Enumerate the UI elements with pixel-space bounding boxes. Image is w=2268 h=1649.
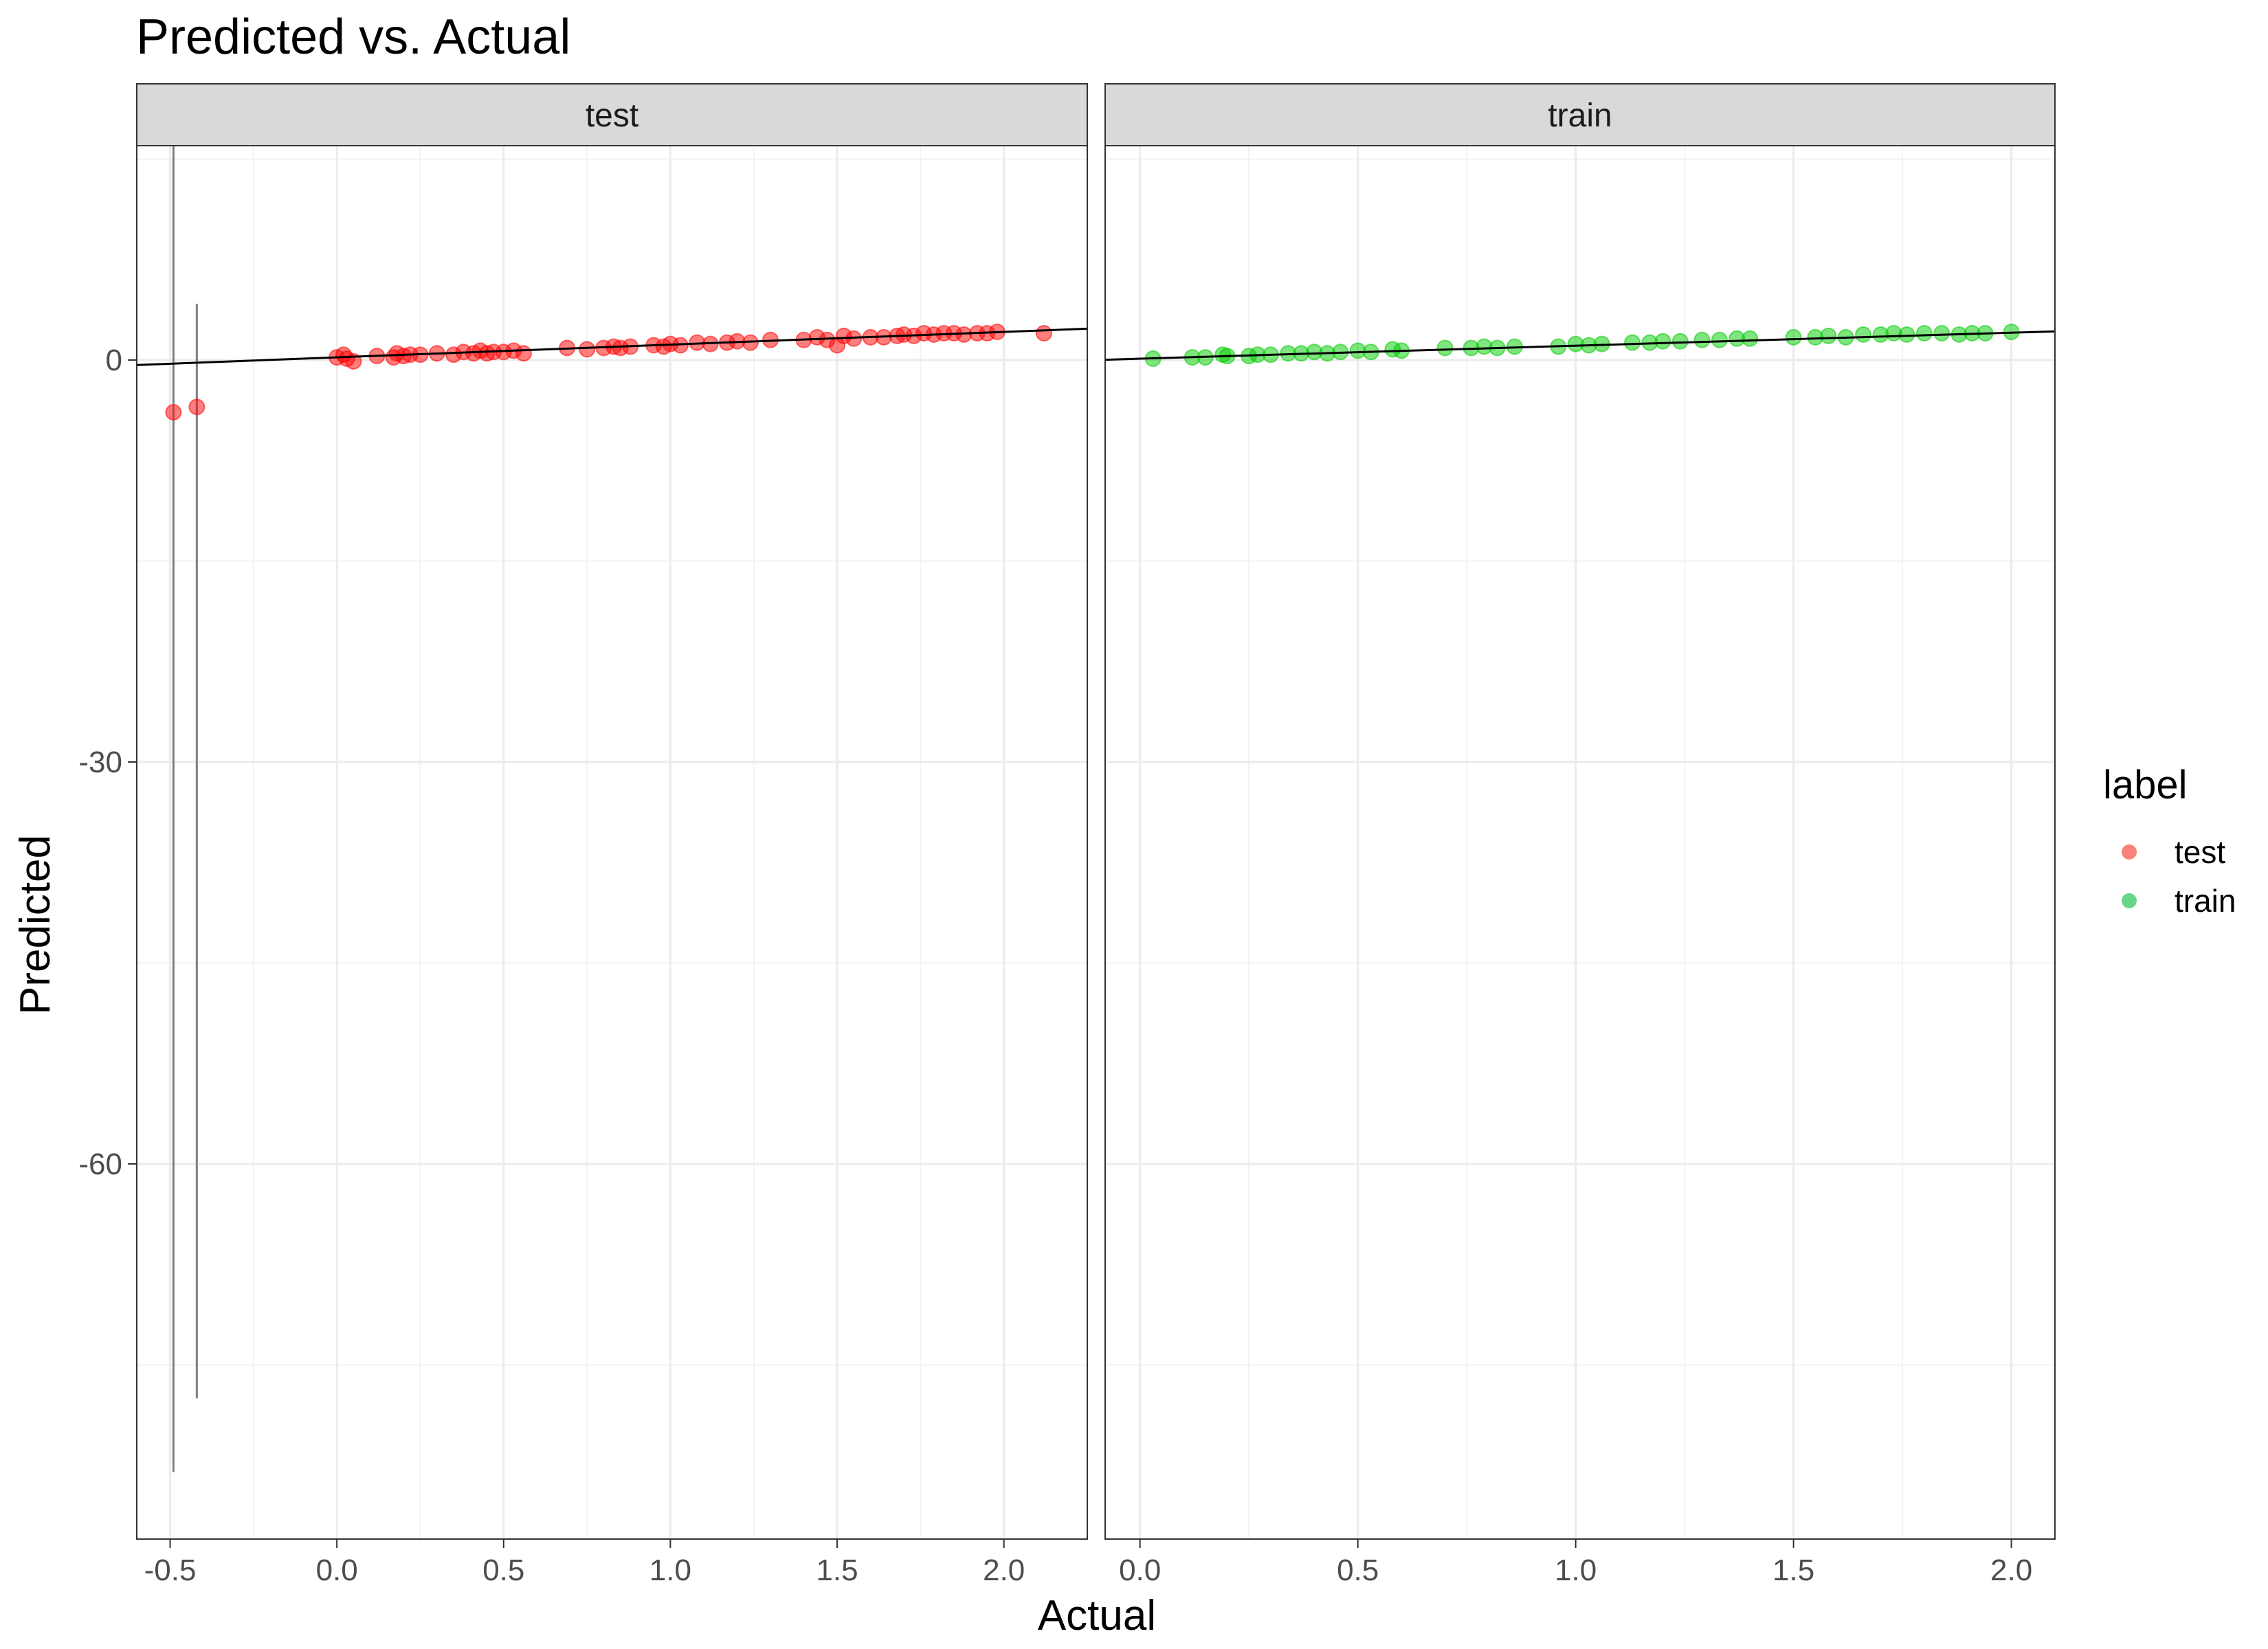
fit-line-test: [137, 327, 1087, 366]
x-tick-label-1.0: 1.0: [649, 1553, 691, 1587]
data-point-train: [1820, 327, 1837, 344]
x-tick-label-0.0: 0.0: [316, 1553, 358, 1587]
facet-panel-test: test -0.5 0.0 0.5 1.0 1.5 2.0: [136, 83, 1088, 1587]
data-point-train: [1915, 325, 1933, 341]
facet-strip-train: [1104, 83, 2056, 146]
data-point-train: [1671, 333, 1689, 350]
x-tick-label-1.0: 1.0: [1555, 1553, 1597, 1587]
panel-border-test: [136, 145, 1088, 1540]
x-tick-label-2.0: 2.0: [1990, 1553, 2032, 1587]
x-tick-label--0.5: -0.5: [144, 1553, 197, 1587]
legend-key-train: [2122, 893, 2137, 908]
x-tick-label-2.0: 2.0: [983, 1553, 1025, 1587]
data-point-train: [1711, 331, 1728, 348]
data-point-test: [188, 399, 205, 416]
chart-title: Predicted vs. Actual: [136, 10, 570, 65]
y-axis-title: Predicted: [12, 835, 59, 1015]
data-point-test: [579, 341, 596, 358]
legend-label-test: test: [2175, 834, 2225, 870]
data-point-train: [1855, 326, 1872, 343]
facet-panels: -60 -30 0 test -0.5 0.0 0.5 1.0 1.5 2.0 train 0.0 0.…: [78, 83, 2056, 1587]
data-point-test: [1035, 325, 1052, 341]
data-point-test: [515, 345, 532, 362]
facet-panel-train: train 0.0 0.5 1.0 1.5 2.0: [1104, 83, 2056, 1587]
legend: label test train: [2103, 763, 2236, 919]
y-tick-label--30: -30: [78, 745, 122, 779]
x-tick-label-0.5: 0.5: [482, 1553, 524, 1587]
legend-title: label: [2103, 763, 2188, 807]
x-tick-label-0.5: 0.5: [1337, 1553, 1379, 1587]
legend-label-train: train: [2175, 883, 2236, 919]
panel-plot-area: [137, 146, 1087, 1539]
x-tick-label-0.0: 0.0: [1119, 1553, 1161, 1587]
data-point-train: [1654, 333, 1671, 350]
data-point-train: [1898, 326, 1915, 343]
x-tick-label-1.5: 1.5: [816, 1553, 858, 1587]
panel-plot-area: [1105, 146, 2055, 1539]
data-point-test: [165, 404, 182, 421]
facet-strip-test: [136, 83, 1088, 146]
data-point-train: [1436, 339, 1454, 357]
facet-strip-label: test: [586, 98, 638, 134]
data-point-train: [1785, 328, 1802, 346]
legend-key-test: [2122, 844, 2137, 860]
x-tick-label-1.5: 1.5: [1772, 1553, 1814, 1587]
data-point-train: [1742, 330, 1759, 347]
data-point-train: [1624, 334, 1641, 351]
y-tick-label--60: -60: [78, 1147, 122, 1181]
data-point-train: [1933, 325, 1950, 341]
facet-strip-label: train: [1548, 98, 1612, 134]
data-point-train: [1693, 331, 1711, 348]
x-axis-title: Actual: [1038, 1592, 1156, 1639]
y-tick-label-0: 0: [106, 344, 122, 377]
panel-border-train: [1104, 145, 2056, 1540]
fit-line-train: [1105, 330, 2055, 361]
